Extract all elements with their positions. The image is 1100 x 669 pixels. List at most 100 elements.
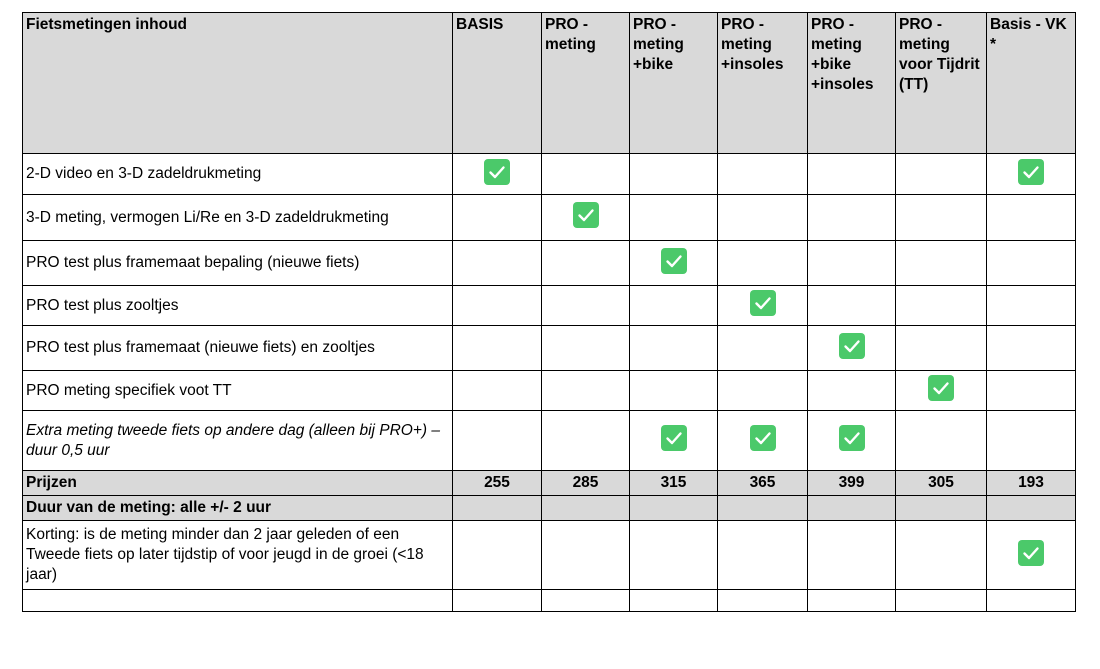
empty-cell (452, 325, 542, 371)
empty-cell (541, 285, 630, 326)
empty-cell (895, 240, 987, 286)
row-label: PRO test plus framemaat bepaling (nieuwe… (22, 240, 453, 286)
empty-cell (629, 325, 718, 371)
header-cell-pro-bike: PRO - meting +bike (629, 12, 718, 154)
checked-cell (629, 240, 718, 286)
empty-cell (629, 370, 718, 411)
empty-cell (629, 589, 718, 612)
empty-cell (807, 153, 896, 195)
header-cell-pro-tt: PRO - meting voor Tijdrit (TT) (895, 12, 987, 154)
price-value: 285 (541, 470, 630, 496)
empty-cell (986, 495, 1076, 521)
checkbox-checked-icon (749, 290, 776, 316)
pricing-table-container: Fietsmetingen inhoud BASIS PRO - meting … (22, 12, 1076, 612)
empty-cell (717, 370, 808, 411)
row-label: 3-D meting, vermogen Li/Re en 3-D zadeld… (22, 194, 453, 241)
header-cell-pro: PRO - meting (541, 12, 630, 154)
checked-cell (541, 194, 630, 241)
empty-cell (807, 194, 896, 241)
table-row: PRO meting specifiek voot TT (22, 370, 1076, 411)
empty-cell (452, 410, 542, 471)
checkbox-checked-icon (838, 332, 865, 359)
price-value: 305 (895, 470, 987, 496)
empty-cell (717, 325, 808, 371)
empty-cell (541, 520, 630, 590)
empty-cell (986, 589, 1076, 612)
discount-row: Korting: is de meting minder dan 2 jaar … (22, 520, 1076, 590)
empty-cell (807, 589, 896, 612)
empty-cell (895, 153, 987, 195)
empty-cell (629, 285, 718, 326)
empty-cell (541, 410, 630, 471)
table-row: PRO test plus framemaat bepaling (nieuwe… (22, 240, 1076, 286)
empty-cell (986, 410, 1076, 471)
empty-cell (452, 370, 542, 411)
row-label: PRO test plus zooltjes (22, 285, 453, 326)
empty-cell (629, 153, 718, 195)
checkbox-checked-icon (660, 425, 687, 451)
empty-cell (452, 520, 542, 590)
header-cell-content: Fietsmetingen inhoud (22, 12, 453, 154)
empty-cell (717, 194, 808, 241)
duration-row: Duur van de meting: alle +/- 2 uur (22, 495, 1076, 521)
empty-row (22, 589, 1076, 612)
empty-cell (986, 240, 1076, 286)
pricing-table: Fietsmetingen inhoud BASIS PRO - meting … (22, 12, 1076, 612)
checkbox-checked-icon (660, 247, 687, 274)
checked-cell (452, 153, 542, 195)
header-cell-pro-bike-insoles: PRO - meting +bike +insoles (807, 12, 896, 154)
empty-cell (717, 240, 808, 286)
empty-cell (895, 520, 987, 590)
empty-cell (629, 194, 718, 241)
checked-cell (807, 410, 896, 471)
price-value: 365 (717, 470, 808, 496)
empty-cell (717, 589, 808, 612)
empty-cell (895, 285, 987, 326)
table-row: 3-D meting, vermogen Li/Re en 3-D zadeld… (22, 194, 1076, 241)
empty-cell (807, 495, 896, 521)
empty-cell (807, 285, 896, 326)
table-row: Extra meting tweede fiets op andere dag … (22, 410, 1076, 471)
row-label: 2-D video en 3-D zadeldrukmeting (22, 153, 453, 195)
header-row: Fietsmetingen inhoud BASIS PRO - meting … (22, 12, 1076, 154)
empty-cell (452, 589, 542, 612)
empty-cell (452, 285, 542, 326)
table-row: PRO test plus zooltjes (22, 285, 1076, 326)
price-value: 315 (629, 470, 718, 496)
empty-cell (22, 589, 453, 612)
empty-cell (452, 240, 542, 286)
discount-label: Korting: is de meting minder dan 2 jaar … (22, 520, 453, 590)
checked-cell (717, 410, 808, 471)
empty-cell (895, 495, 987, 521)
empty-cell (541, 325, 630, 371)
empty-cell (629, 495, 718, 521)
empty-cell (629, 520, 718, 590)
empty-cell (986, 194, 1076, 241)
empty-cell (986, 285, 1076, 326)
checked-cell (717, 285, 808, 326)
empty-cell (895, 325, 987, 371)
price-value: 255 (452, 470, 542, 496)
table-row: 2-D video en 3-D zadeldrukmeting (22, 153, 1076, 195)
empty-cell (807, 240, 896, 286)
empty-cell (986, 325, 1076, 371)
checked-cell (807, 325, 896, 371)
row-label: PRO test plus framemaat (nieuwe fiets) e… (22, 325, 453, 371)
row-label: Extra meting tweede fiets op andere dag … (22, 410, 453, 471)
checkbox-checked-icon (1018, 539, 1044, 566)
empty-cell (717, 153, 808, 195)
header-cell-pro-insoles: PRO - meting +insoles (717, 12, 808, 154)
empty-cell (895, 410, 987, 471)
price-row: Prijzen 255 285 315 365 399 305 193 (22, 470, 1076, 496)
checkbox-checked-icon (838, 425, 865, 451)
empty-cell (807, 520, 896, 590)
empty-cell (807, 370, 896, 411)
price-label: Prijzen (22, 470, 453, 496)
checkbox-checked-icon (484, 158, 510, 185)
checked-cell (986, 520, 1076, 590)
empty-cell (541, 589, 630, 612)
duration-label: Duur van de meting: alle +/- 2 uur (22, 495, 453, 521)
price-value: 399 (807, 470, 896, 496)
checkbox-checked-icon (928, 375, 954, 401)
empty-cell (452, 194, 542, 241)
